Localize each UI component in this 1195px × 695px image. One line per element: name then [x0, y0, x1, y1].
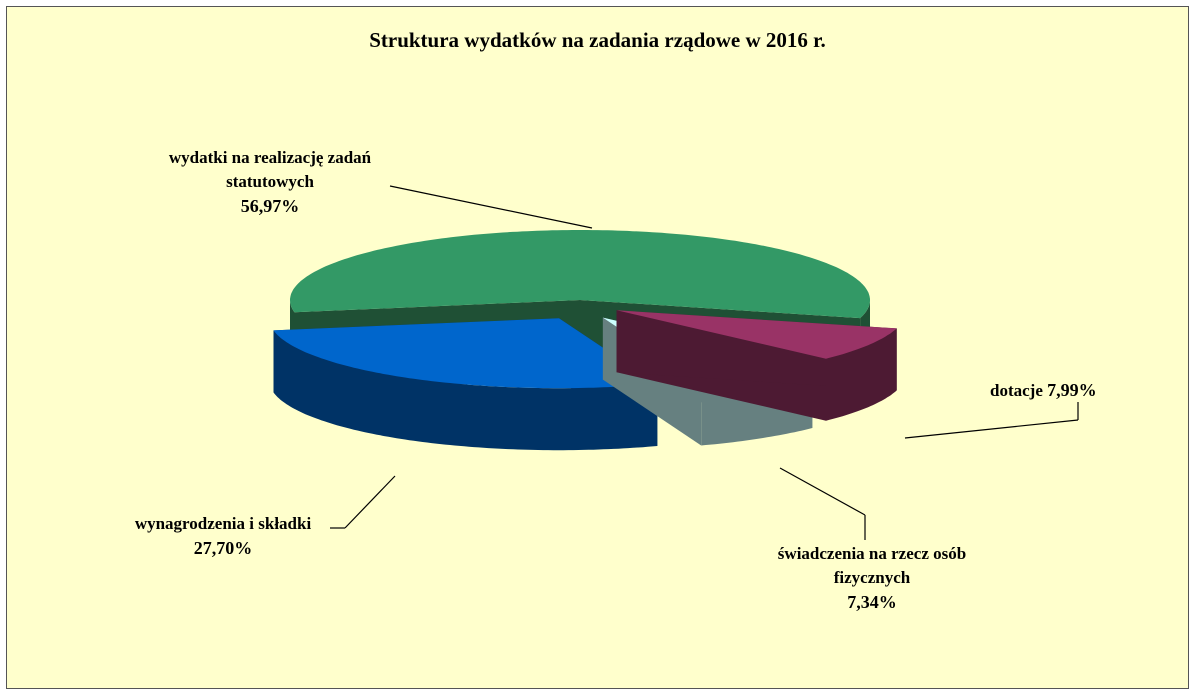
leader-lines: [330, 185, 1079, 540]
category-label: wynagrodzenia i składki: [134, 514, 312, 533]
slice: [273, 318, 658, 389]
category-label: dotacje: [990, 381, 1043, 400]
value-label: 7,34%: [847, 592, 897, 612]
slice-label: wynagrodzenia i składki 27,70%: [128, 512, 318, 561]
chart-title: Struktura wydatków na zadania rządowe w …: [369, 28, 826, 52]
category-label: świadczenia na rzecz osób fizycznych: [777, 544, 967, 587]
slice-side: [826, 328, 897, 421]
value-label: 27,70%: [193, 538, 253, 558]
slice: [616, 310, 897, 359]
value-label: 56,97%: [240, 196, 300, 216]
value-label: 7,99%: [1047, 380, 1097, 400]
leader-line: [389, 185, 593, 229]
slice-label: dotacje 7,99%: [990, 378, 1190, 403]
leader-line: [344, 475, 396, 529]
leader-line: [904, 419, 1079, 439]
slice-label: wydatki na realizację zadań statutowych …: [165, 146, 375, 218]
slice-side: [273, 330, 658, 451]
slice: [290, 230, 870, 319]
leader-line: [779, 467, 866, 516]
slice-label: świadczenia na rzecz osób fizycznych 7,3…: [752, 542, 992, 614]
category-label: wydatki na realizację zadań statutowych: [168, 148, 372, 191]
